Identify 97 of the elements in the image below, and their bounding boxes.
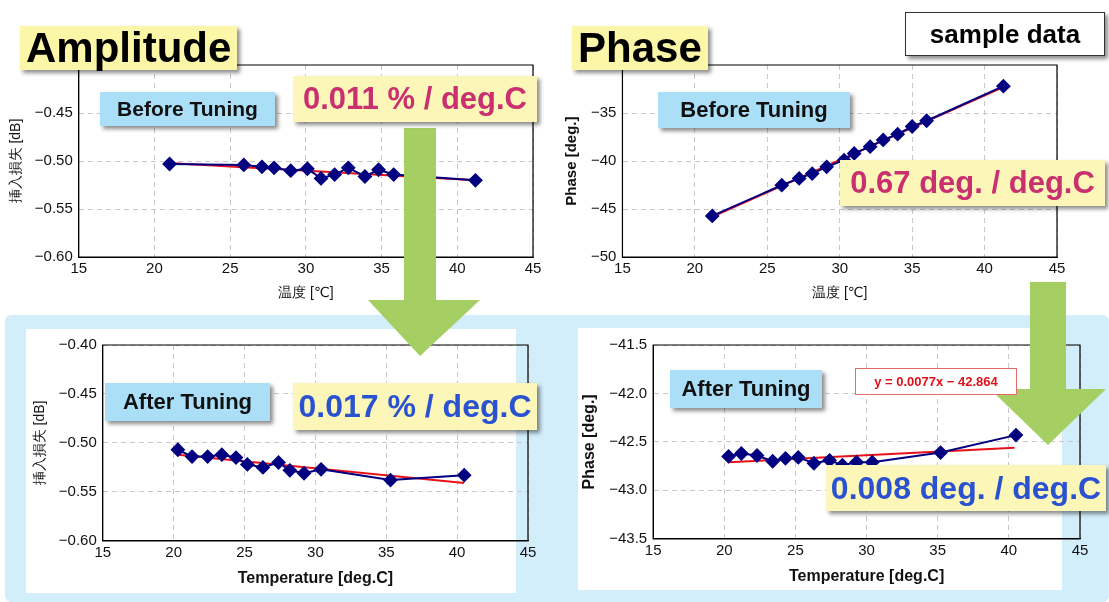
y-tick-label: −0.45 — [58, 384, 97, 402]
x-tick-label: 25 — [221, 259, 239, 277]
point — [806, 456, 821, 471]
annotation: 0.011 % / deg.C — [293, 76, 537, 122]
y-tick-label: −0.60 — [34, 247, 73, 265]
point — [750, 448, 765, 463]
x-tick-label: 20 — [146, 259, 163, 277]
y-tick-label: −43.5 — [609, 528, 648, 546]
point — [271, 455, 286, 470]
point — [170, 442, 185, 457]
x-tick-label: 40 — [448, 542, 466, 560]
point — [734, 446, 749, 461]
annotation: 0.67 deg. / deg.C — [840, 160, 1105, 206]
point — [819, 159, 834, 174]
point — [778, 451, 793, 466]
x-tick-label: 45 — [524, 259, 542, 277]
y-tick-label: −42.0 — [609, 383, 648, 401]
x-tick-label: 20 — [165, 542, 182, 560]
point — [1008, 428, 1023, 443]
y-tick-label: −0.55 — [58, 481, 97, 499]
x-tick-label: 30 — [297, 259, 315, 277]
y-tick-label: −43.0 — [609, 480, 648, 498]
annotation: 0.008 deg. / deg.C — [826, 465, 1106, 511]
y-tick-label: −0.45 — [34, 103, 73, 121]
point — [457, 468, 472, 483]
point — [229, 450, 243, 465]
point — [765, 454, 780, 469]
annotation: Before Tuning — [100, 92, 275, 126]
x-tick-label: 40 — [448, 259, 466, 277]
chart-title: Phase — [572, 24, 708, 71]
y-tick-label: −0.55 — [34, 199, 73, 217]
point — [919, 113, 934, 128]
point — [847, 146, 862, 161]
point — [905, 119, 920, 134]
point — [282, 463, 297, 478]
point — [255, 460, 270, 475]
text: sample data — [905, 12, 1105, 56]
x-tick-label: 45 — [1071, 540, 1089, 558]
point — [890, 127, 905, 142]
y-tick-label: −42.5 — [609, 432, 648, 450]
x-tick-label: 30 — [831, 259, 849, 277]
x-tick-label: 25 — [758, 259, 776, 277]
point — [863, 139, 878, 154]
x-tick-label: 30 — [307, 542, 324, 560]
y-axis-title: Phase [deg.] — [562, 116, 580, 206]
x-tick-label: 45 — [1048, 259, 1066, 277]
x-tick-label: 35 — [377, 542, 395, 560]
point — [185, 449, 200, 464]
y-tick-label: −0.40 — [58, 335, 97, 353]
x-tick-label: 15 — [614, 259, 631, 277]
point — [240, 457, 255, 472]
y-axis-title: 挿入損失 [dB] — [31, 400, 48, 486]
point — [805, 166, 820, 181]
point — [383, 473, 398, 488]
point — [876, 132, 891, 147]
y-tick-label: −0.50 — [34, 151, 73, 169]
x-tick-label: 20 — [715, 540, 733, 558]
y-tick-label: −40 — [590, 151, 617, 169]
annotation: After Tuning — [105, 383, 270, 421]
x-tick-label: 25 — [236, 542, 253, 560]
point — [791, 450, 806, 465]
point — [774, 178, 789, 193]
x-tick-label: 40 — [976, 259, 993, 277]
x-tick-label: 35 — [373, 259, 390, 277]
y-tick-label: −35 — [590, 103, 617, 121]
x-tick-label: 30 — [858, 540, 875, 558]
y-tick-label: −0.60 — [58, 530, 97, 548]
point — [996, 79, 1011, 94]
point — [933, 445, 948, 460]
x-tick-label: 35 — [929, 540, 947, 558]
y-tick-label: −41.5 — [609, 335, 648, 353]
point — [314, 462, 329, 477]
point — [721, 449, 736, 464]
annotation: y = 0.0077x − 42.864 — [855, 368, 1017, 395]
chart-title: Amplitude — [20, 24, 238, 71]
y-tick-label: −50 — [590, 247, 617, 265]
annotation: After Tuning — [670, 370, 822, 408]
x-axis-title: 温度 [℃] — [278, 284, 334, 301]
y-tick-label: −0.50 — [58, 433, 97, 451]
x-axis-title: Temperature [deg.C] — [237, 568, 394, 586]
x-tick-label: 20 — [686, 259, 704, 277]
x-tick-label: 35 — [903, 259, 921, 277]
y-axis-title: Phase [deg.] — [580, 394, 598, 490]
point — [297, 466, 312, 481]
x-tick-label: 40 — [1000, 540, 1018, 558]
x-tick-label: 25 — [787, 540, 804, 558]
y-tick-label: −45 — [590, 199, 617, 217]
x-tick-label: 45 — [519, 542, 537, 560]
point — [705, 208, 720, 223]
x-axis-title: 温度 [℃] — [812, 284, 868, 301]
point — [200, 449, 215, 464]
y-axis-title: 挿入損失 [dB] — [7, 118, 24, 204]
point — [214, 447, 229, 462]
annotation: Before Tuning — [658, 92, 850, 128]
annotation: 0.017 % / deg.C — [293, 383, 537, 430]
x-axis-title: Temperature [deg.C] — [788, 566, 945, 584]
point — [792, 171, 807, 186]
